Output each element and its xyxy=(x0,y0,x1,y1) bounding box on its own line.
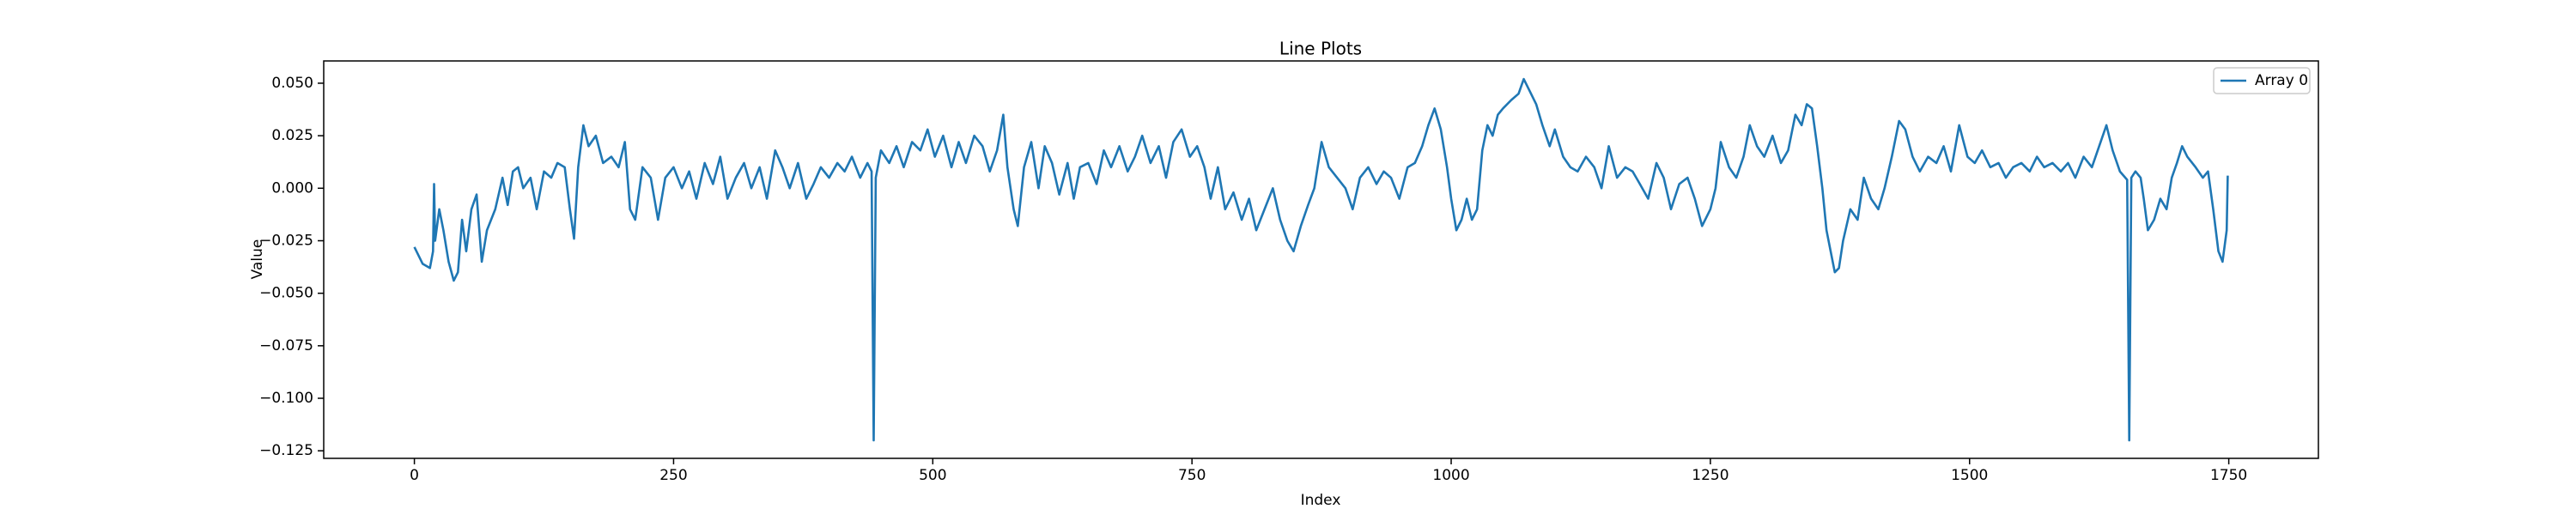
y-tick-label: 0.025 xyxy=(271,127,313,144)
data-line xyxy=(413,77,2229,442)
x-axis-label: Index xyxy=(1301,492,1341,509)
y-tick-label: 0.050 xyxy=(271,75,313,92)
x-tick-label: 250 xyxy=(659,467,687,484)
legend-box xyxy=(2213,67,2311,94)
y-tick-label: −0.125 xyxy=(259,442,313,459)
y-tick-label: −0.100 xyxy=(259,390,313,407)
y-tick-label: −0.050 xyxy=(259,285,313,302)
plot-frame xyxy=(323,60,2319,459)
x-tick-label: 1000 xyxy=(1432,467,1469,484)
x-tick-label: 500 xyxy=(919,467,946,484)
x-tick-label: 750 xyxy=(1178,467,1206,484)
legend-label: Array 0 xyxy=(2255,72,2308,89)
x-tick-label: 1500 xyxy=(1951,467,1988,484)
y-tick-label: 0.000 xyxy=(271,179,313,197)
y-axis-label: Value xyxy=(249,239,266,280)
y-tick-label: −0.025 xyxy=(259,232,313,249)
y-tick-label: −0.075 xyxy=(259,337,313,354)
chart-title: Line Plots xyxy=(1279,39,1362,59)
x-tick-label: 1250 xyxy=(1692,467,1728,484)
x-tick-label: 1750 xyxy=(2210,467,2247,484)
x-tick-label: 0 xyxy=(410,467,419,484)
